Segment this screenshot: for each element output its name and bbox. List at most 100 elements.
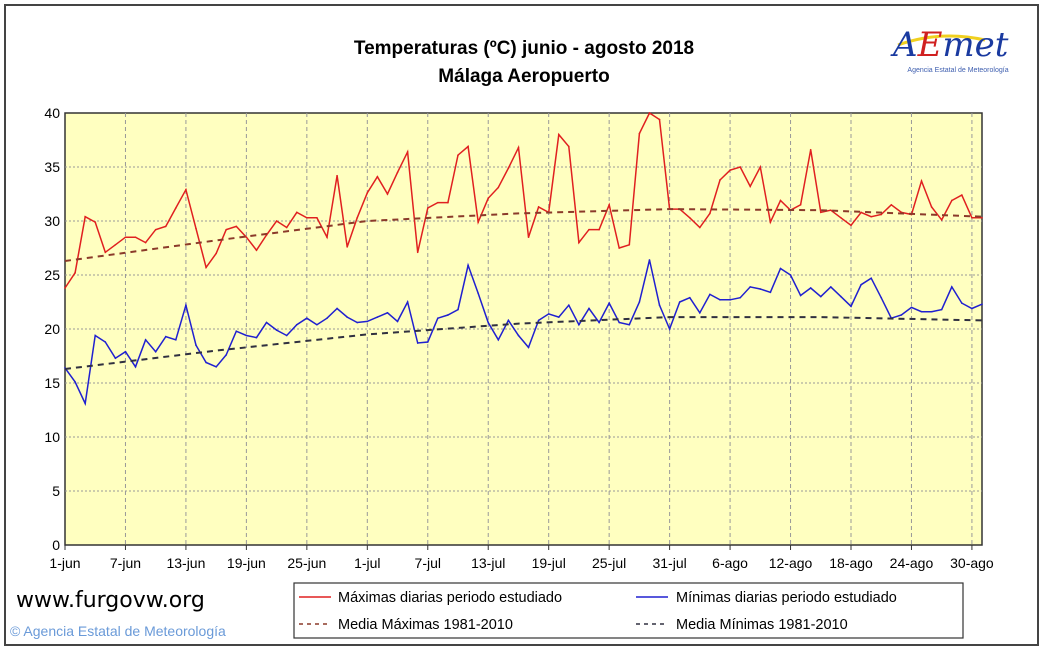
data-point-series-1: [628, 323, 631, 326]
data-point-series-1: [497, 339, 500, 341]
data-point-series-1: [154, 350, 157, 353]
data-point-series-0: [557, 133, 560, 136]
data-point-series-1: [850, 305, 852, 308]
data-point-series-1: [406, 301, 409, 303]
series-line-1: [64, 259, 983, 407]
data-point-series-1: [74, 381, 76, 383]
data-point-series-1: [568, 304, 570, 307]
data-point-series-0: [860, 211, 862, 214]
data-point-series-0: [316, 216, 318, 219]
legend-label-mean-max: Media Máximas 1981-2010: [338, 617, 513, 633]
data-point-series-1: [950, 286, 953, 288]
data-point-series-0: [688, 216, 691, 219]
data-point-series-0: [386, 193, 389, 195]
data-point-series-1: [971, 307, 973, 310]
data-point-series-0: [507, 167, 510, 169]
data-point-series-1: [547, 313, 550, 315]
data-point-series-1: [84, 402, 86, 405]
data-point-series-0: [568, 145, 570, 148]
data-point-series-0: [890, 204, 893, 206]
data-point-series-1: [396, 320, 399, 323]
aemet-logo: AEmet Agencia Estatal de Meteorología: [890, 25, 1009, 74]
data-point-series-1: [295, 323, 298, 326]
data-point-series-0: [477, 221, 479, 223]
data-point-series-0: [487, 197, 490, 200]
data-point-series-0: [729, 169, 731, 172]
data-point-series-0: [215, 252, 217, 255]
data-point-series-1: [799, 294, 802, 297]
data-point-series-1: [507, 319, 510, 322]
data-point-series-0: [759, 166, 762, 168]
data-point-series-0: [719, 179, 721, 181]
data-point-series-0: [104, 251, 107, 254]
data-point-series-1: [356, 321, 359, 324]
data-point-series-0: [799, 204, 802, 206]
data-point-series-1: [437, 317, 439, 320]
data-point-series-0: [961, 194, 963, 196]
data-point-series-0: [638, 132, 641, 135]
y-tick-label: 10: [44, 429, 60, 445]
logo-subtitle: Agencia Estatal de Meteorología: [907, 67, 1008, 74]
data-point-series-1: [910, 306, 913, 309]
data-point-series-1: [789, 274, 792, 276]
watermark-text: www.furgovw.org: [16, 588, 205, 613]
data-point-series-1: [759, 288, 762, 290]
data-point-series-0: [84, 215, 86, 218]
data-point-series-1: [164, 335, 167, 338]
data-point-series-1: [185, 304, 187, 307]
data-point-series-1: [94, 334, 97, 337]
y-tick-label: 5: [52, 483, 60, 499]
data-point-series-0: [830, 209, 832, 211]
data-point-series-1: [527, 346, 530, 349]
data-point-series-1: [819, 295, 822, 298]
data-point-series-1: [265, 321, 268, 324]
data-point-series-1: [346, 316, 348, 318]
x-tick-label: 19-jul: [532, 555, 566, 571]
data-point-series-1: [940, 308, 943, 311]
data-point-series-1: [336, 307, 338, 310]
data-point-series-0: [406, 151, 409, 153]
data-point-series-1: [880, 296, 883, 299]
data-point-series-1: [557, 316, 560, 318]
data-point-series-1: [416, 342, 419, 344]
x-tick-label: 25-jul: [592, 555, 626, 571]
data-point-series-0: [124, 236, 127, 238]
data-point-series-0: [245, 236, 248, 238]
copyright-text: © Agencia Estatal de Meteorología: [10, 623, 226, 639]
data-point-series-1: [658, 304, 661, 307]
chart-subtitle: Málaga Aeropuerto: [438, 66, 609, 87]
data-point-series-1: [870, 277, 872, 280]
data-point-series-1: [517, 334, 520, 337]
y-tick-label: 25: [44, 267, 60, 283]
data-point-series-0: [295, 211, 298, 214]
data-point-series-0: [920, 180, 923, 182]
data-point-series-0: [326, 236, 328, 238]
data-point-series-0: [467, 145, 469, 148]
data-point-series-0: [275, 220, 278, 222]
data-point-series-0: [366, 192, 369, 194]
data-point-series-0: [164, 225, 167, 228]
data-point-series-1: [124, 350, 127, 353]
data-point-series-1: [366, 320, 369, 323]
x-tick-label: 25-jun: [287, 555, 326, 571]
x-tick-label: 31-jul: [652, 555, 686, 571]
data-point-series-1: [618, 321, 621, 324]
data-point-series-1: [668, 328, 671, 330]
data-point-series-0: [819, 211, 822, 214]
data-point-series-0: [517, 146, 520, 149]
data-point-series-0: [396, 171, 399, 174]
data-point-series-0: [346, 246, 348, 248]
data-point-series-0: [628, 243, 631, 246]
data-point-series-0: [598, 228, 600, 231]
data-point-series-1: [255, 336, 258, 339]
data-point-series-0: [94, 221, 97, 223]
data-point-series-1: [809, 287, 812, 289]
legend-label-min: Mínimas diarias periodo estudiado: [676, 590, 897, 606]
y-tick-label: 40: [44, 105, 60, 121]
data-point-series-1: [457, 308, 459, 311]
data-point-series-1: [608, 302, 610, 304]
y-tick-label: 15: [44, 375, 60, 391]
data-point-series-0: [457, 154, 459, 156]
data-point-series-0: [950, 199, 953, 202]
data-point-series-1: [769, 291, 772, 294]
